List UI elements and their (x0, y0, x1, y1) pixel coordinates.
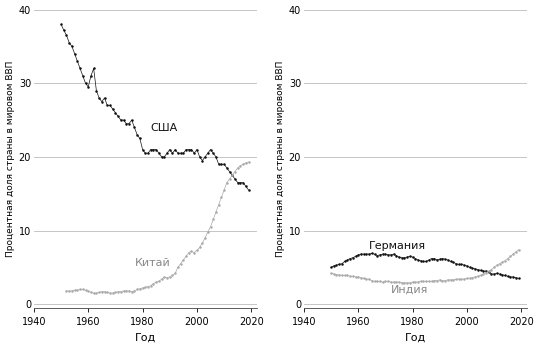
Text: Германия: Германия (369, 241, 426, 251)
Y-axis label: Процентная доля страны в мировом ВВП: Процентная доля страны в мировом ВВП (275, 61, 285, 257)
Text: Китай: Китай (134, 258, 170, 268)
Text: США: США (151, 123, 178, 133)
Text: Индия: Индия (391, 285, 428, 295)
X-axis label: Год: Год (134, 332, 156, 342)
Y-axis label: Процентная доля страны в мировом ВВП: Процентная доля страны в мировом ВВП (5, 61, 15, 257)
X-axis label: Год: Год (404, 332, 426, 342)
